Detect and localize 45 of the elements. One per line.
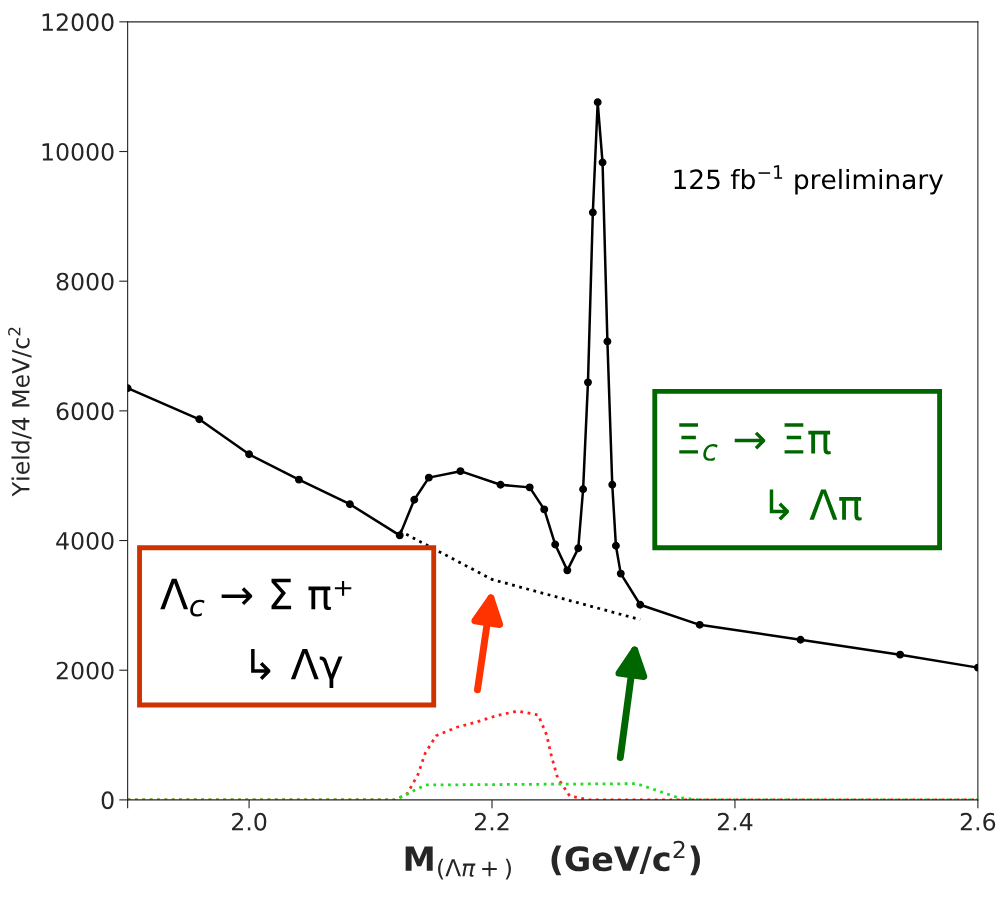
y-tick-label: 4000 [56,531,114,550]
point [195,415,204,424]
point [395,531,404,540]
point [563,566,572,575]
x-tick-label: 2.6 [960,812,996,831]
point [584,378,592,387]
y-tick-label: 10000 [42,142,114,161]
annotation: Λ$_{c}$ → Σ π⁺ [160,578,352,617]
y-axis-title: Yield/4 MeV/c$^{2}$ [8,327,32,497]
point [616,569,625,578]
point [593,98,602,107]
point [294,475,303,484]
annotation: ↳ Λπ [769,489,862,521]
point [456,467,465,476]
point [345,500,354,509]
annotation: ↳ Λγ [251,648,343,688]
annotation: 125 fb$^{−1}$ preliminary [674,165,944,195]
y-tick-label: 2000 [56,661,114,680]
point [551,540,560,549]
x-tick-label: 2.2 [474,812,509,831]
point [603,337,612,346]
x-tick-label: 2.4 [717,812,753,831]
point [611,541,620,550]
point [796,635,805,644]
y-tick-label: 0 [101,791,114,810]
point [574,544,583,553]
y-tick-label: 12000 [42,13,114,32]
point [598,158,607,167]
text: M$_{(Λπ+)}$ (GeV/c$^{2}$) [405,840,701,880]
point [540,505,549,514]
y-tick-label: 8000 [56,272,114,291]
point [525,483,534,492]
point [245,450,254,459]
point [695,620,704,629]
point [496,480,505,489]
point [424,473,433,482]
point [896,650,905,659]
y-tick-label: 6000 [56,402,114,421]
point [608,480,617,489]
annotation: Ξ$_{c}$ → Ξπ [679,423,831,461]
x-tick-label: 2.0 [232,812,267,831]
point [588,208,597,217]
point [579,485,588,494]
point [410,495,419,504]
point [636,600,645,609]
